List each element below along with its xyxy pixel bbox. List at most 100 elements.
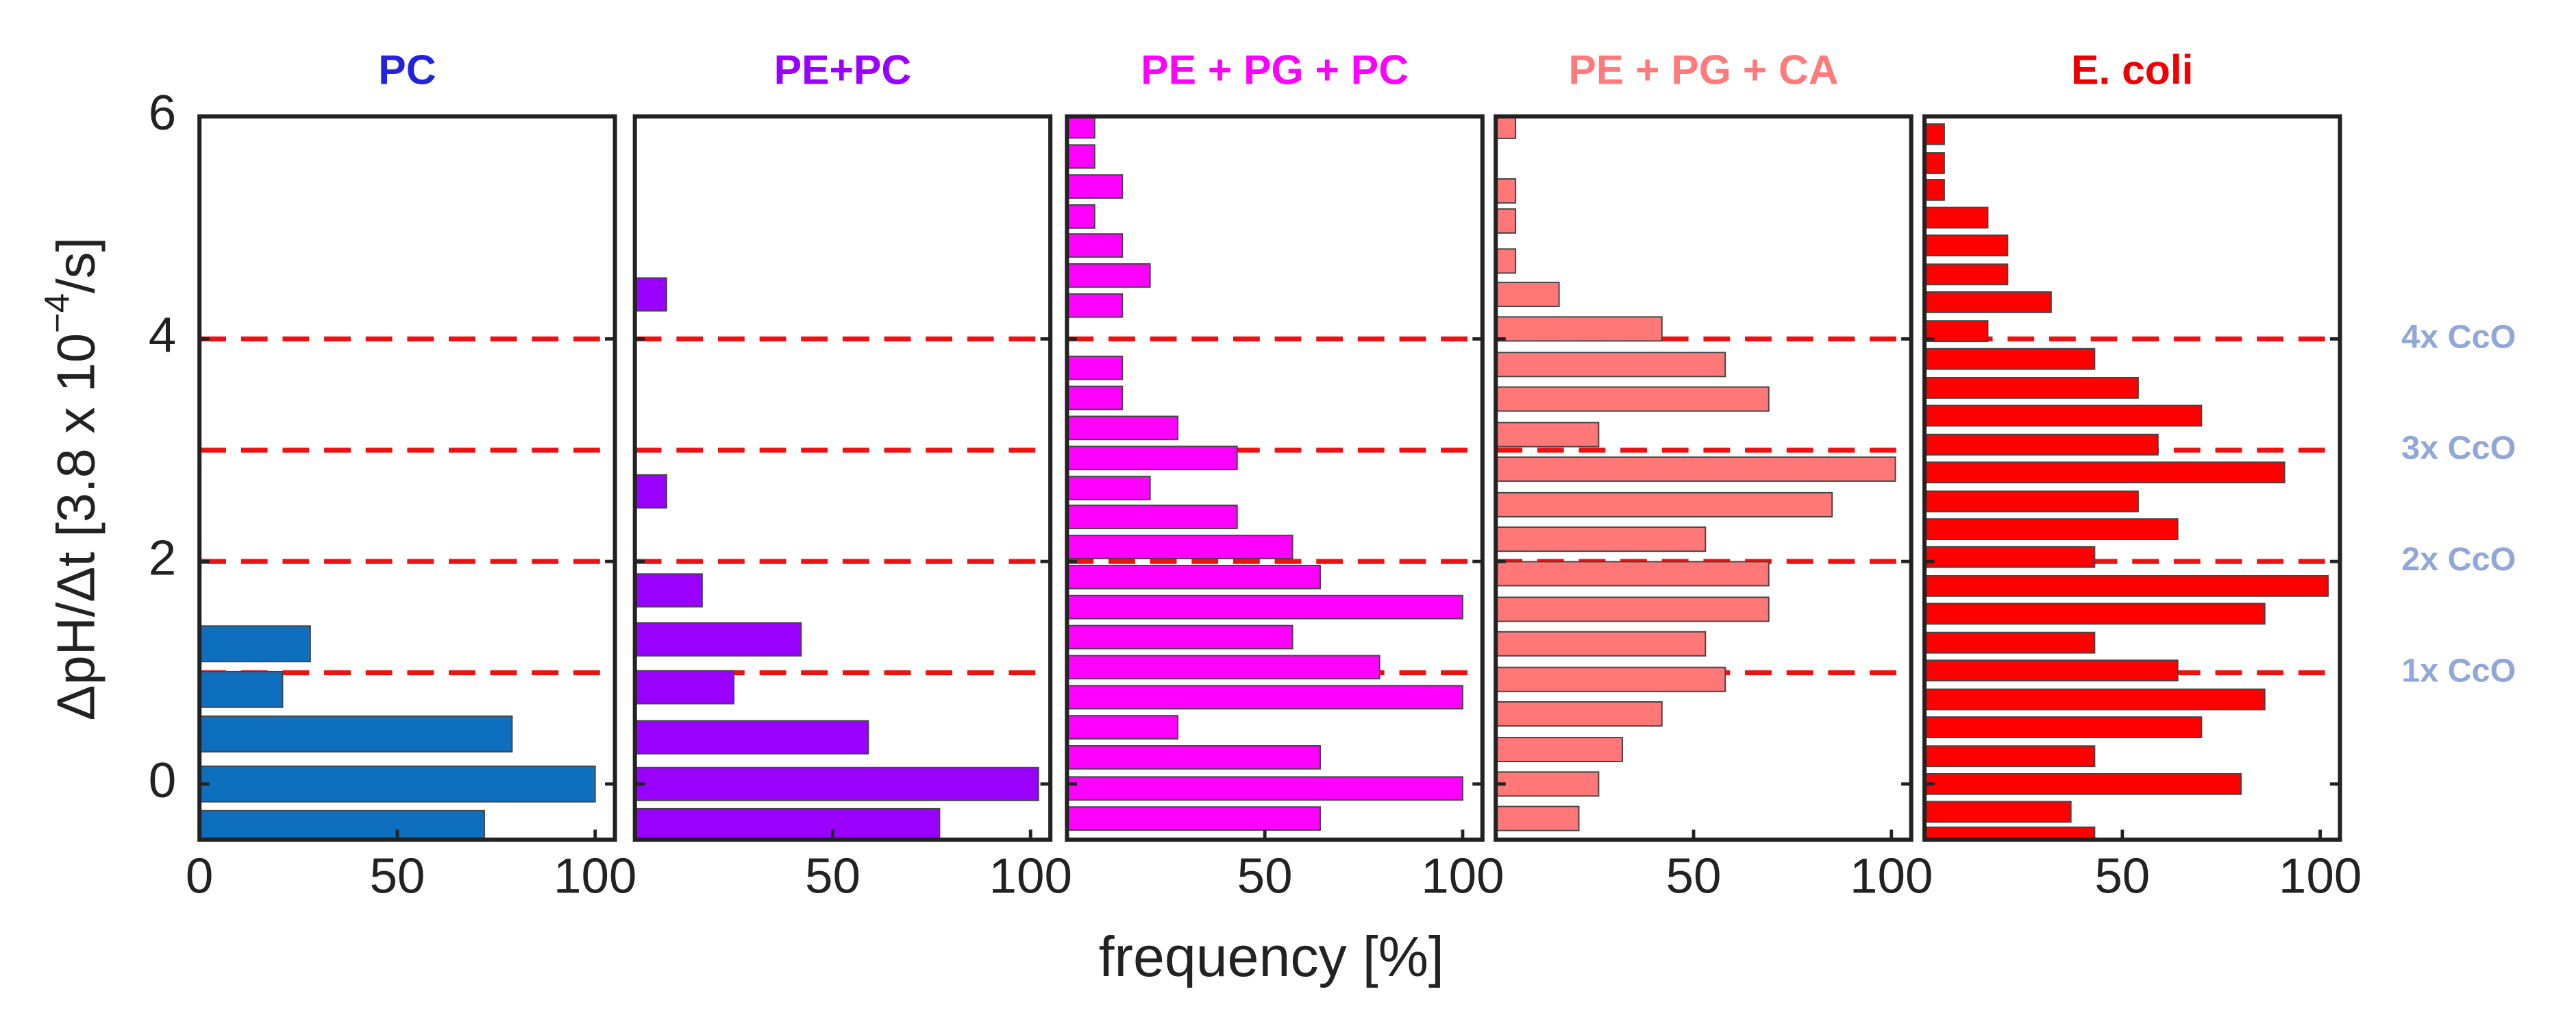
bar bbox=[1067, 385, 1124, 411]
bar bbox=[1924, 801, 2072, 823]
bar bbox=[1496, 526, 1707, 552]
bar bbox=[1067, 233, 1124, 258]
bar bbox=[634, 474, 667, 509]
bar bbox=[1924, 688, 2266, 711]
bar bbox=[1924, 518, 2179, 540]
reference-label: 1x CcO bbox=[2401, 652, 2516, 689]
bar bbox=[1496, 561, 1770, 587]
bar bbox=[1067, 446, 1238, 471]
bar bbox=[199, 625, 311, 663]
bar bbox=[1924, 179, 1945, 201]
bar bbox=[1924, 234, 2009, 257]
panel bbox=[634, 277, 1051, 840]
bar bbox=[1496, 116, 1517, 139]
panel-title: PE + PG + CA bbox=[1568, 47, 1838, 93]
bar bbox=[1067, 535, 1293, 559]
y-tick-label: 6 bbox=[149, 85, 176, 141]
x-tick-label: 100 bbox=[989, 848, 1072, 903]
bar bbox=[634, 670, 735, 705]
bar bbox=[1924, 826, 2096, 840]
bar bbox=[1924, 546, 2096, 568]
bar bbox=[1496, 208, 1517, 234]
bar bbox=[1924, 631, 2096, 654]
bar bbox=[1924, 574, 2329, 597]
y-tick-label: 0 bbox=[149, 753, 176, 808]
bar bbox=[199, 670, 284, 708]
bar bbox=[1924, 461, 2286, 484]
x-tick-label: 0 bbox=[186, 848, 213, 903]
bar bbox=[1924, 152, 1945, 174]
bar bbox=[1067, 476, 1151, 500]
bar bbox=[1496, 771, 1600, 797]
panel-title: PC bbox=[378, 47, 436, 93]
y-tick-label: 2 bbox=[149, 530, 176, 585]
bar bbox=[1067, 594, 1463, 620]
bar bbox=[1496, 316, 1663, 342]
bar bbox=[1496, 491, 1833, 518]
bar bbox=[1924, 348, 2096, 370]
panel-frame bbox=[632, 114, 1053, 842]
reference-label: 3x CcO bbox=[2401, 430, 2516, 467]
x-tick-label: 50 bbox=[1237, 848, 1293, 903]
bar bbox=[1924, 376, 2139, 399]
bar bbox=[1924, 716, 2203, 738]
bar bbox=[634, 573, 703, 608]
bar bbox=[1496, 701, 1663, 727]
panel-title: E. coli bbox=[2071, 47, 2194, 93]
bar bbox=[634, 622, 802, 657]
bar bbox=[634, 277, 667, 312]
bar bbox=[1924, 206, 1989, 229]
bar bbox=[1067, 806, 1321, 831]
bar bbox=[1067, 263, 1151, 288]
bar bbox=[1924, 291, 2052, 313]
x-tick-label: 50 bbox=[2094, 848, 2150, 903]
bar bbox=[1067, 355, 1124, 380]
bar bbox=[1924, 320, 1989, 343]
bar bbox=[634, 807, 941, 840]
panel-frame bbox=[1922, 114, 2342, 842]
bar bbox=[1496, 282, 1560, 308]
reference-label: 2x CcO bbox=[2401, 541, 2516, 578]
bar bbox=[1067, 744, 1321, 770]
x-tick-label: 100 bbox=[1421, 848, 1504, 903]
bar bbox=[1067, 415, 1179, 441]
panel-title: PE + PG + PC bbox=[1141, 47, 1409, 93]
bar bbox=[1924, 490, 2139, 513]
bar bbox=[1067, 655, 1380, 680]
bar bbox=[1924, 602, 2266, 625]
bar bbox=[1067, 565, 1321, 589]
bar bbox=[1496, 352, 1726, 378]
panel bbox=[1067, 116, 1483, 831]
bar bbox=[1496, 248, 1517, 274]
bar bbox=[1067, 204, 1095, 229]
bar bbox=[1067, 174, 1124, 199]
x-tick-label: 100 bbox=[1850, 848, 1933, 903]
bar bbox=[1067, 144, 1095, 169]
x-tick-label: 50 bbox=[805, 848, 860, 903]
y-axis-label-main: ΔpH/Δt [3.8 x 10 bbox=[47, 333, 106, 720]
panel-frame bbox=[197, 114, 617, 842]
panel-title: PE+PC bbox=[774, 47, 911, 93]
x-tick-label: 50 bbox=[1666, 848, 1722, 903]
panel bbox=[199, 336, 615, 840]
bar bbox=[1496, 596, 1770, 622]
bar bbox=[199, 715, 513, 753]
bar bbox=[1924, 745, 2096, 768]
bar bbox=[1496, 631, 1707, 657]
bar bbox=[634, 720, 869, 755]
y-axis-label-end: /s] bbox=[47, 237, 106, 293]
bar bbox=[1067, 293, 1124, 318]
bar bbox=[1924, 772, 2242, 795]
bar bbox=[1496, 456, 1896, 482]
x-tick-label: 100 bbox=[2279, 848, 2362, 903]
bar bbox=[1924, 123, 1945, 145]
panel-frame bbox=[1494, 114, 1914, 842]
bar bbox=[1067, 776, 1463, 801]
bar bbox=[199, 809, 485, 840]
bar bbox=[199, 765, 596, 803]
bar bbox=[1067, 624, 1293, 650]
bar bbox=[1496, 386, 1770, 412]
bar bbox=[1496, 422, 1600, 448]
panel bbox=[1496, 116, 1911, 831]
